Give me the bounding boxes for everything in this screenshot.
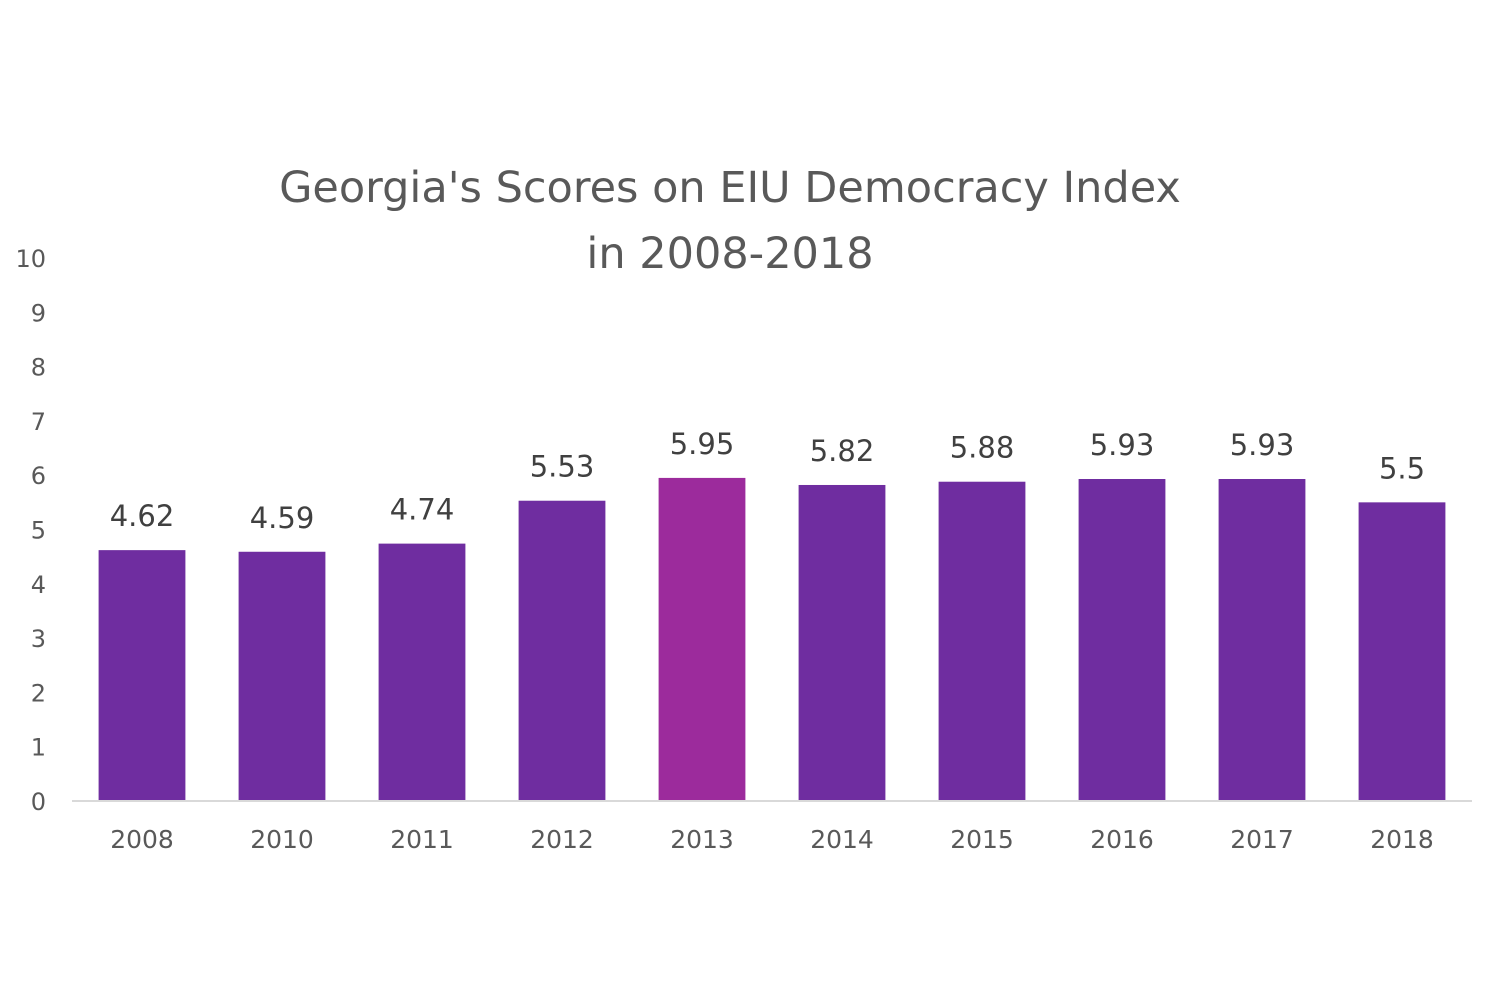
y-tick-label: 8 — [31, 354, 46, 382]
x-tick-label: 2012 — [530, 825, 594, 854]
y-tick-label: 9 — [31, 299, 46, 327]
data-label-2016: 5.93 — [1090, 428, 1155, 462]
data-label-2010: 4.59 — [250, 501, 315, 535]
data-label-2012: 5.53 — [530, 450, 595, 484]
data-label-2018: 5.5 — [1379, 451, 1425, 485]
chart-title: Georgia's Scores on EIU Democracy Index — [279, 163, 1181, 213]
bar-2015 — [938, 481, 1026, 801]
x-tick-label: 2014 — [810, 825, 874, 854]
data-label-2015: 5.88 — [950, 431, 1015, 465]
data-label-2011: 4.74 — [390, 493, 455, 527]
y-axis: 0 1 2 3 4 5 6 7 8 9 10 — [15, 245, 46, 816]
y-tick-label: 7 — [31, 408, 46, 436]
y-tick-label: 1 — [31, 734, 46, 762]
y-tick-label: 3 — [31, 625, 46, 653]
bar-2012 — [518, 500, 606, 801]
data-label-2017: 5.93 — [1230, 428, 1295, 462]
chart-subtitle: in 2008-2018 — [586, 229, 873, 279]
x-tick-label: 2013 — [670, 825, 734, 854]
x-tick-label: 2010 — [250, 825, 314, 854]
y-tick-label: 10 — [15, 245, 46, 273]
data-label-2014: 5.82 — [810, 434, 875, 468]
data-labels: 4.62 4.59 4.74 5.53 5.95 5.82 5.88 5.93 5.93 5.5 — [110, 427, 1425, 535]
data-label-2013: 5.95 — [670, 427, 735, 461]
x-axis: 2008 2010 2011 2012 2013 2014 2015 2016 2017 2018 — [110, 825, 1434, 854]
x-tick-label: 2008 — [110, 825, 174, 854]
y-tick-label: 4 — [31, 571, 46, 599]
bar-2014 — [798, 484, 886, 801]
x-tick-label: 2011 — [390, 825, 454, 854]
bar-2017 — [1218, 479, 1306, 801]
x-tick-label: 2015 — [950, 825, 1014, 854]
bar-2008 — [98, 550, 186, 801]
x-tick-label: 2017 — [1230, 825, 1294, 854]
bar-2013 — [658, 477, 746, 801]
y-tick-label: 6 — [31, 462, 46, 490]
y-tick-label: 0 — [31, 788, 46, 816]
data-label-2008: 4.62 — [110, 499, 175, 533]
bar-2011 — [378, 543, 466, 801]
x-tick-label: 2016 — [1090, 825, 1154, 854]
y-tick-label: 5 — [31, 517, 46, 545]
bar-2018 — [1358, 502, 1446, 801]
bar-2016 — [1078, 479, 1166, 801]
bar-2010 — [238, 551, 326, 801]
y-tick-label: 2 — [31, 679, 46, 707]
bars — [98, 477, 1446, 801]
x-tick-label: 2018 — [1370, 825, 1434, 854]
